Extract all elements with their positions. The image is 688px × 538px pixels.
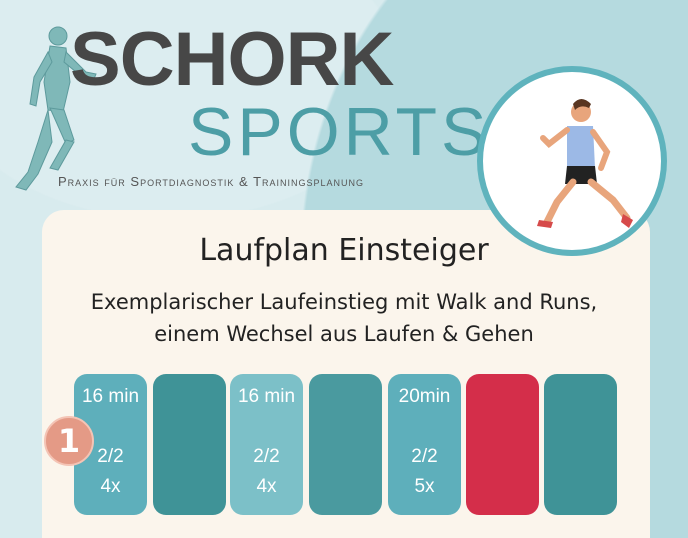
tile-reps: 4x bbox=[100, 476, 121, 497]
plan-tile: 20min 2/2 5x bbox=[388, 374, 461, 515]
subtitle-line: Exemplarischer Laufeinstieg mit Walk and… bbox=[90, 290, 598, 314]
tile-reps: 5x bbox=[414, 476, 435, 497]
page-title: Laufplan Einsteiger bbox=[199, 233, 489, 268]
runner-icon bbox=[537, 99, 633, 228]
plan-tile bbox=[153, 374, 226, 515]
tile-duration: 20min bbox=[398, 386, 451, 407]
tile-duration: 16 min bbox=[237, 386, 296, 407]
anatomy-runner-icon bbox=[15, 26, 97, 191]
tile-ratio: 2/2 bbox=[411, 446, 438, 467]
logo-sports: SPORTS bbox=[188, 94, 491, 170]
runner-illustration bbox=[477, 66, 667, 256]
plan-tile: 16 min 2/2 4x bbox=[230, 374, 303, 515]
plan-tile bbox=[309, 374, 382, 515]
step-badge: 1 bbox=[44, 416, 94, 466]
logo-tagline: Praxis für Sportdiagnostik & Trainingspl… bbox=[58, 174, 365, 189]
tile-reps: 4x bbox=[256, 476, 277, 497]
tile-duration: 16 min bbox=[81, 386, 140, 407]
tile-ratio: 2/2 bbox=[253, 446, 280, 467]
plan-tile bbox=[466, 374, 539, 515]
tile-ratio: 2/2 bbox=[97, 446, 124, 467]
subtitle-line: einem Wechsel aus Laufen & Gehen bbox=[154, 322, 534, 346]
logo-schork: SCHORK bbox=[70, 17, 394, 102]
plan-tile bbox=[544, 374, 617, 515]
subtitle: Exemplarischer Laufeinstieg mit Walk and… bbox=[0, 286, 688, 350]
